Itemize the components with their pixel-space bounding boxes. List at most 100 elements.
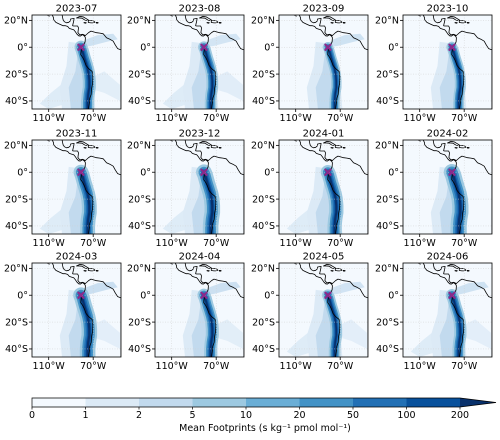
colorbar-tick-label: 20 <box>293 410 305 421</box>
lat-tick-label: 40°S <box>376 221 399 232</box>
colorbar-outline <box>31 397 497 408</box>
lat-tick-label: 0° <box>17 291 28 302</box>
footprint-core-band-5 <box>80 46 91 109</box>
panel-title: 2024-06 <box>427 252 469 263</box>
hispaniola-coastline <box>334 20 343 24</box>
lat-tick-label: 20°S <box>5 69 28 80</box>
footprint-northeast-area <box>202 281 241 296</box>
baja-california-coastline <box>169 263 173 265</box>
puerto-rico-coastline <box>466 22 470 24</box>
lon-tick-label: 110°W <box>156 361 189 372</box>
puerto-rico-coastline <box>95 22 99 24</box>
lon-tick-label: 110°W <box>33 361 66 372</box>
panel-title: 2024-04 <box>179 252 221 263</box>
lon-tick-label: 110°W <box>404 113 437 124</box>
lat-tick-label: 20°S <box>252 317 275 328</box>
map-panel: 2023-12 20°N 0° 20°S 40°S 110°W 70°W <box>127 129 245 249</box>
lon-tick-label: 70°W <box>80 361 107 372</box>
map-panel: 2023-08 20°N 0° 20°S 40°S 110°W 70°W <box>127 4 245 124</box>
lon-tick-label: 70°W <box>451 238 478 249</box>
cuba-coastline <box>323 263 336 269</box>
colorbar-tick-label: 1 <box>82 410 88 421</box>
lat-tick-label: 0° <box>17 43 28 54</box>
colorbar-label: Mean Footprints (s kg⁻¹ pmol mol⁻¹) <box>179 423 351 434</box>
map-panel: 2024-04 20°N 0° 20°S 40°S 110°W 70°W <box>127 252 245 372</box>
footprint-northeast-area <box>326 281 365 296</box>
baja-california-coastline <box>417 263 421 265</box>
jamaica-coastline <box>330 270 334 272</box>
lon-tick-label: 70°W <box>203 238 230 249</box>
colorbar-extend-arrow <box>460 398 496 407</box>
central-america-coastline <box>422 15 457 37</box>
footprint-northeast-area <box>450 281 489 296</box>
map-panel: 2023-10 20°N 0° 20°S 40°S 110°W 70°W <box>375 4 493 124</box>
map-panel: 2024-01 20°N 0° 20°S 40°S 110°W 70°W <box>251 129 369 249</box>
station-marker <box>324 168 332 176</box>
hispaniola-coastline <box>87 268 96 272</box>
lat-tick-label: 0° <box>388 43 399 54</box>
lon-tick-label: 110°W <box>156 238 189 249</box>
lat-tick-label: 20°N <box>251 264 275 275</box>
cuba-coastline <box>323 15 336 21</box>
jamaica-coastline <box>83 147 87 149</box>
jamaica-coastline <box>454 147 458 149</box>
colorbar-tick-label: 2 <box>136 410 142 421</box>
map-panels: 2023-07 20°N 0° 20°S 40°S 110°W 70°W 2023-08 20°… <box>4 4 493 372</box>
central-america-coastline <box>298 15 333 37</box>
cuba-coastline <box>76 140 89 146</box>
colorbar-segment <box>246 398 300 407</box>
map-panel: 2024-06 20°N 0° 20°S 40°S 110°W 70°W <box>375 252 493 372</box>
central-america-coastline <box>298 140 333 162</box>
lat-tick-label: 20°S <box>376 194 399 205</box>
colorbar-segment <box>139 398 193 407</box>
footprint-core-band-5 <box>202 171 214 234</box>
lat-tick-label: 40°S <box>5 344 28 355</box>
hispaniola-coastline <box>458 20 467 24</box>
hispaniola-coastline <box>210 268 219 272</box>
colorbar-tick-label: 200 <box>451 410 469 421</box>
station-marker <box>324 291 332 299</box>
baja-california-coastline <box>46 263 50 265</box>
station-marker <box>77 43 85 51</box>
map-panel: 2024-05 20°N 0° 20°S 40°S 110°W 70°W <box>251 252 369 372</box>
colorbar-segment <box>192 398 247 407</box>
lon-tick-label: 70°W <box>327 238 354 249</box>
station-marker <box>77 291 85 299</box>
baja-california-coastline <box>417 15 421 17</box>
lat-tick-label: 0° <box>140 43 151 54</box>
panel-title: 2024-02 <box>427 129 469 140</box>
map-frame <box>402 14 493 110</box>
lon-tick-label: 110°W <box>33 238 66 249</box>
lat-tick-label: 40°S <box>376 344 399 355</box>
colorbar-tick-label: 5 <box>189 410 195 421</box>
hispaniola-coastline <box>87 20 96 24</box>
jamaica-coastline <box>330 147 334 149</box>
footprint-core-band-5 <box>326 171 338 234</box>
lat-tick-label: 0° <box>17 168 28 179</box>
lat-tick-label: 20°S <box>5 194 28 205</box>
lat-tick-label: 20°N <box>127 264 151 275</box>
footprint-core-band-5 <box>203 294 214 357</box>
lon-tick-label: 110°W <box>404 361 437 372</box>
lat-tick-label: 40°S <box>376 96 399 107</box>
baja-california-coastline <box>293 15 297 17</box>
lat-tick-label: 0° <box>264 291 275 302</box>
puerto-rico-coastline <box>342 147 346 149</box>
central-america-coastline <box>422 263 457 285</box>
lon-tick-label: 70°W <box>203 361 230 372</box>
colorbar-tick-label: 0 <box>29 410 35 421</box>
lat-tick-label: 40°S <box>128 96 151 107</box>
panel-title: 2023-07 <box>56 4 98 15</box>
puerto-rico-coastline <box>342 22 346 24</box>
baja-california-coastline <box>169 15 173 17</box>
central-america-coastline <box>174 140 209 162</box>
cuba-coastline <box>76 263 89 269</box>
lat-tick-label: 20°N <box>4 16 28 27</box>
lat-tick-label: 20°S <box>5 317 28 328</box>
central-america-coastline <box>51 263 86 285</box>
cuba-coastline <box>447 15 460 21</box>
cuba-coastline <box>199 263 212 269</box>
central-america-coastline <box>174 263 209 285</box>
footprint-northeast-area <box>326 33 365 48</box>
